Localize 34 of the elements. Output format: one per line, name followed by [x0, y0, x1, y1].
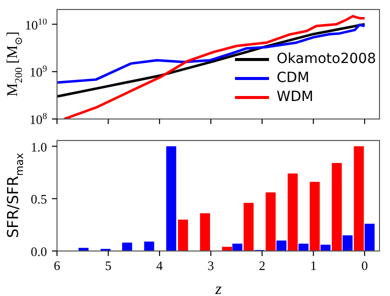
- y-tick-label: 10$^{9}$: [29, 64, 48, 80]
- x-tick-label: 5: [105, 258, 112, 273]
- bar: [244, 202, 254, 251]
- x-tick-label: 6: [54, 258, 61, 273]
- bar: [122, 242, 132, 251]
- bar: [144, 242, 154, 251]
- bar: [166, 146, 176, 251]
- y-tick-label: 0.5: [30, 192, 47, 207]
- y-tick-label: 10$^{10}$: [24, 16, 48, 32]
- bar: [354, 146, 364, 251]
- bar: [320, 244, 331, 251]
- bar: [298, 244, 308, 251]
- bar: [288, 174, 298, 251]
- x-tick-label: 2: [258, 258, 266, 273]
- bar: [200, 213, 210, 251]
- x-tick-label: 3: [208, 258, 214, 273]
- legend-label: WDM: [276, 88, 314, 107]
- x-tick-label: 4: [156, 258, 164, 273]
- bar: [364, 224, 375, 251]
- legend-label: CDM: [276, 69, 310, 88]
- bar: [342, 235, 353, 251]
- x-tick-label: 0: [361, 258, 368, 273]
- bar: [276, 240, 286, 251]
- bar: [232, 244, 242, 251]
- bar: [178, 220, 188, 251]
- x-axis-title: z: [214, 281, 222, 296]
- y-tick-label: 0.0: [30, 244, 47, 259]
- bar: [310, 182, 320, 251]
- y-tick-label: 10$^{8}$: [29, 111, 48, 127]
- bar: [266, 192, 276, 251]
- bar: [332, 163, 342, 251]
- legend-label: Okamoto2008: [276, 50, 376, 69]
- x-tick-label: 1: [310, 258, 317, 273]
- y-tick-label: 1.0: [30, 139, 47, 154]
